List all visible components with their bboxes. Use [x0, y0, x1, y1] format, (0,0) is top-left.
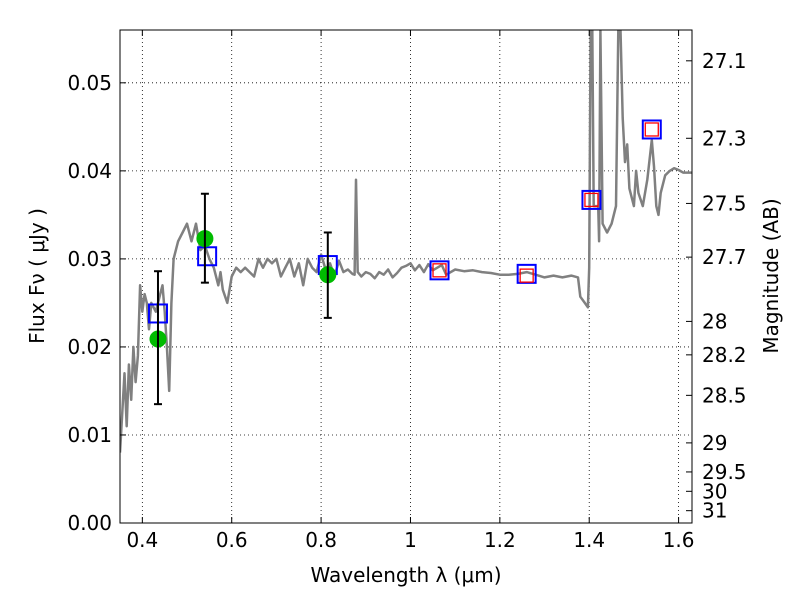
right-tick-label: 29.5: [702, 460, 747, 484]
y-tick-label: 0.04: [67, 159, 112, 183]
right-tick-label: 31: [702, 499, 727, 523]
right-tick-label: 27.5: [702, 191, 747, 215]
plot-frame: [119, 29, 693, 524]
plot-area: [120, 30, 692, 453]
x-tick-label: 0.8: [305, 528, 337, 552]
red-square-marker: [644, 122, 659, 137]
y-tick-label: 0.02: [67, 335, 112, 359]
x-tick-label: 1.4: [573, 528, 605, 552]
blue-square-marker: [581, 189, 602, 210]
right-tick-label: 27.1: [702, 49, 747, 73]
y-axis-label: Flux Fν ( μJy ): [25, 208, 49, 344]
y-tick-label: 0.05: [67, 71, 112, 95]
right-tick-label: 28: [702, 309, 727, 333]
spectrum-line: [120, 30, 692, 453]
right-tick-label: 30: [702, 479, 727, 503]
x-tick-label: 1.2: [484, 528, 516, 552]
right-tick-label: 29: [702, 431, 727, 455]
blue-square-marker: [641, 119, 662, 140]
red-square-marker: [584, 192, 599, 208]
right-tick-label: 27.3: [702, 126, 747, 150]
right-tick-label: 27.7: [702, 245, 747, 269]
blue-square-marker: [197, 246, 218, 267]
x-tick-label: 1: [404, 528, 417, 552]
axes: [119, 29, 693, 524]
blue-square-marker: [429, 260, 450, 281]
right-axis-label: Magnitude (AB): [759, 198, 783, 353]
blue-square-marker: [516, 263, 537, 284]
right-tick-label: 28.5: [702, 383, 747, 407]
ticks: 0.4 0.6 0.8 1 1.2 1.4 1.6 0.00 0.01 0.02 0.03 0.04 0…: [67, 30, 747, 552]
x-tick-label: 1.6: [663, 528, 695, 552]
y-tick-label: 0.01: [67, 423, 112, 447]
x-axis-label: Wavelength λ (μm): [310, 563, 501, 587]
right-tick-label: 28.2: [702, 343, 747, 367]
x-tick-label: 0.4: [126, 528, 158, 552]
red-square-marker: [519, 268, 534, 283]
x-tick-label: 0.6: [216, 528, 248, 552]
red-square-marker: [432, 263, 447, 278]
y-tick-label: 0.03: [67, 247, 112, 271]
y-tick-label: 0.00: [67, 511, 112, 535]
